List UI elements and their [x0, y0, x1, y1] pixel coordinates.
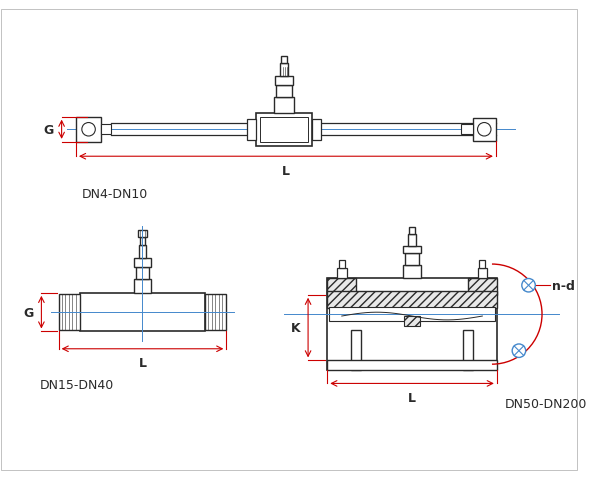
- Bar: [461, 125, 473, 135]
- Bar: [339, 261, 344, 268]
- Bar: [281, 57, 287, 64]
- Bar: [140, 238, 145, 245]
- Bar: [80, 293, 205, 332]
- Text: K: K: [291, 322, 301, 335]
- Circle shape: [512, 344, 526, 358]
- Bar: [256, 114, 312, 146]
- Bar: [479, 261, 485, 268]
- Bar: [328, 278, 356, 295]
- Bar: [277, 86, 292, 98]
- Bar: [137, 231, 147, 238]
- Bar: [260, 118, 308, 143]
- Bar: [468, 278, 497, 295]
- Circle shape: [82, 123, 95, 137]
- Bar: [403, 246, 421, 254]
- Bar: [408, 235, 416, 246]
- Circle shape: [478, 123, 491, 137]
- Text: G: G: [44, 123, 54, 136]
- Bar: [478, 268, 487, 278]
- Text: DN50-DN200: DN50-DN200: [505, 397, 587, 410]
- Bar: [205, 294, 226, 331]
- Text: L: L: [282, 165, 290, 178]
- Text: G: G: [23, 306, 34, 319]
- Bar: [136, 267, 149, 280]
- Bar: [134, 259, 151, 267]
- Bar: [409, 227, 415, 235]
- Bar: [275, 77, 293, 86]
- Bar: [403, 265, 421, 278]
- Bar: [328, 360, 497, 370]
- Bar: [337, 268, 347, 278]
- Bar: [101, 125, 111, 135]
- Text: DN4-DN10: DN4-DN10: [82, 188, 148, 201]
- Bar: [406, 254, 419, 265]
- Bar: [76, 118, 101, 143]
- Bar: [280, 64, 288, 77]
- Bar: [463, 330, 473, 370]
- Bar: [274, 98, 293, 114]
- Bar: [328, 291, 497, 309]
- Bar: [134, 280, 151, 293]
- Bar: [139, 245, 146, 259]
- Circle shape: [522, 279, 535, 292]
- Bar: [247, 120, 256, 141]
- Text: L: L: [408, 391, 416, 404]
- Bar: [352, 330, 361, 370]
- Text: n-d: n-d: [551, 279, 575, 292]
- Bar: [328, 278, 497, 370]
- Text: DN15-DN40: DN15-DN40: [40, 378, 114, 391]
- Bar: [59, 294, 80, 331]
- Bar: [329, 308, 495, 321]
- Bar: [404, 316, 420, 326]
- Bar: [473, 119, 496, 142]
- Text: L: L: [139, 357, 146, 370]
- Bar: [312, 120, 320, 141]
